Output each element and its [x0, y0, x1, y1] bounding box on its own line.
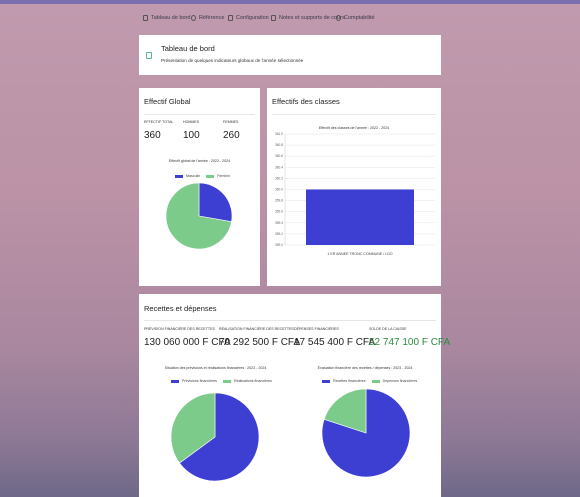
legend-swatch [222, 379, 231, 383]
stat-label-realisation: RÉALISATION FINANCIÈRE DES RECETTES [219, 327, 294, 331]
pie-slice-d-penses-financi-res[interactable] [323, 388, 367, 434]
pie-slice-feminin[interactable] [165, 182, 232, 250]
y-tick-label: 359.2 [275, 232, 283, 236]
stat-label-depenses: DÉPENSES FINANCIÈRES [294, 327, 339, 331]
chart-title: Situation des prévisions et réalisations… [164, 366, 267, 370]
legend-label[interactable]: Réalisations financières [233, 379, 272, 383]
y-tick-label: 360.4 [275, 165, 283, 169]
pie-slice-pr-visions-financi-res[interactable] [179, 392, 260, 482]
effectifs-classes-card: Effectifs des classes Effectif des class… [267, 88, 441, 286]
legend-swatch [175, 174, 183, 178]
legend-swatch [322, 379, 330, 383]
notes-icon [271, 15, 276, 21]
legend-label[interactable]: Dépenses financières [382, 379, 418, 383]
legend-label[interactable]: Prévisions financières [182, 379, 217, 383]
y-tick-label: 360.8 [275, 143, 283, 147]
legend-swatch [206, 174, 215, 178]
reference-icon [191, 15, 196, 21]
stat-value-women: 260 [223, 130, 240, 141]
stat-label-prevision: PRÉVISION FINANCIÈRE DES RECETTES [144, 327, 215, 331]
nav-item-configuration[interactable]: Configuration [228, 15, 269, 21]
pie-slice-masculin[interactable] [198, 182, 233, 223]
nav-label: Notes et supports de cours [279, 15, 345, 21]
x-tick-label: 1 ER ANNEE TRONC COMMUNE / LDO [327, 252, 392, 256]
y-tick-label: 359.0 [275, 243, 283, 247]
stat-label-women: FEMMES [223, 120, 239, 124]
stat-value-total: 360 [144, 130, 161, 141]
divider [144, 114, 255, 115]
effectif-global-card: Effectif Global EFFECTIF TOTAL 360 HOMME… [139, 88, 260, 286]
accounting-icon [336, 15, 341, 21]
header-card: Tableau de bord Présentation de quelques… [139, 35, 441, 75]
y-tick-label: 360.2 [275, 176, 283, 180]
dashboard-icon [143, 15, 148, 21]
y-tick-label: 359.6 [275, 210, 283, 214]
stat-value-solde: 52 747 100 F CFA [369, 337, 451, 348]
recettes-depenses-card: Recettes et dépenses PRÉVISION FINANCIÈR… [139, 294, 450, 497]
nav-label: Comptabilité [344, 15, 375, 21]
effectif-pie-chart [165, 182, 233, 250]
page-subtitle: Présentation de quelques indicateurs glo… [161, 58, 304, 63]
legend-swatch [171, 379, 179, 383]
card-title: Effectif Global [144, 97, 191, 106]
y-tick-label: 359.8 [275, 199, 283, 203]
bar[interactable] [306, 189, 414, 246]
y-tick-label: 360.0 [275, 188, 283, 192]
y-tick-label: 361.0 [275, 132, 283, 136]
top-accent-bar [0, 0, 580, 4]
nav-label: Référence [199, 15, 225, 21]
chart-legend: Masculin Feminin [175, 174, 230, 178]
nav-item-accounting[interactable]: Comptabilité [336, 15, 375, 21]
card-title: Effectifs des classes [272, 97, 340, 106]
stat-value-depenses: 17 545 400 F CFA [294, 337, 376, 348]
classes-bar-chart: 361.0 360.8 360.6 360.4 360.2 360.0 359.8 359.6… [275, 132, 435, 256]
y-tick-label: 359.4 [275, 221, 283, 225]
nav-label: Configuration [236, 15, 269, 21]
legend-label[interactable]: Recettes financières [333, 379, 366, 383]
stat-label-total: EFFECTIF TOTAL [144, 120, 174, 124]
legend-label[interactable]: Feminin [217, 174, 230, 178]
stat-value-prevision: 130 060 000 F CFA [144, 337, 231, 348]
pie-slice-r-alisations-financi-res[interactable] [170, 392, 216, 464]
chart-legend: Prévisions financières Réalisations fina… [171, 379, 272, 383]
y-tick-label: 360.6 [275, 154, 283, 158]
configuration-icon [228, 15, 233, 21]
stat-value-realisation: 70 292 500 F CFA [219, 337, 301, 348]
chart-title: Évaluation financière des recettes / dép… [317, 366, 413, 370]
nav-label: Tableau de bord [151, 15, 191, 21]
nav-item-notes[interactable]: Notes et supports de cours [271, 15, 345, 21]
legend-swatch [371, 379, 380, 383]
stat-label-solde: SOLDE DE LA CAISSE [369, 327, 407, 331]
divider [272, 114, 436, 115]
stat-value-men: 100 [183, 130, 200, 141]
divider [144, 320, 436, 321]
card-title: Recettes et dépenses [144, 304, 217, 313]
chart-title: Effectif global de l'année : 2022 - 2024 [168, 159, 231, 163]
stat-label-men: HOMMES [183, 120, 200, 124]
nav-item-reference[interactable]: Référence [191, 15, 224, 21]
finances-pie-charts [170, 388, 411, 482]
page-title: Tableau de bord [161, 44, 215, 53]
chart-title: Effectif des classes de l'année : 2022 -… [318, 126, 390, 130]
nav-item-dashboard[interactable]: Tableau de bord [143, 15, 190, 21]
chart-legend: Recettes financières Dépenses financière… [322, 379, 417, 383]
dashboard-icon [146, 52, 152, 59]
legend-label[interactable]: Masculin [186, 174, 201, 178]
